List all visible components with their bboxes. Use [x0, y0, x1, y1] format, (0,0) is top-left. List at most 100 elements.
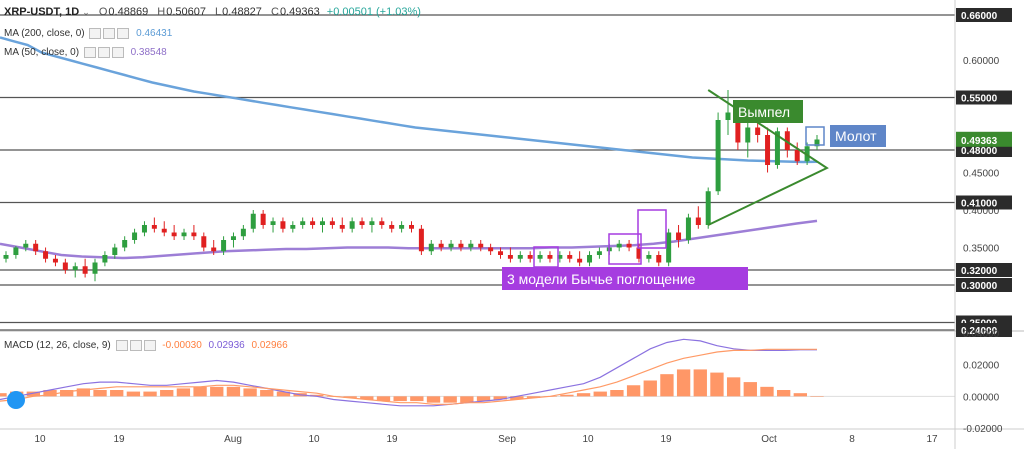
candle-body	[250, 213, 256, 229]
macd-histogram-bar	[126, 391, 141, 397]
close-icon[interactable]	[143, 340, 156, 351]
level-tag	[956, 195, 1012, 210]
candle-body	[409, 225, 414, 229]
change-value: +0.00501 (+1.03%)	[326, 6, 421, 18]
ma200-line	[0, 36, 818, 164]
ma50-legend[interactable]: MA (50, close, 0) 0.38548	[4, 47, 167, 58]
pennant-label-box	[733, 100, 803, 123]
eye-icon[interactable]	[115, 340, 128, 351]
candle-body	[468, 243, 474, 248]
macd-histogram-bar	[626, 385, 641, 397]
ma200-value: 0.46431	[136, 28, 173, 40]
candle-body	[784, 131, 790, 150]
hammer-label-box	[830, 125, 886, 147]
candle-body	[666, 232, 672, 263]
close-label: C	[270, 6, 279, 18]
candle-body	[43, 251, 49, 259]
candle-body	[498, 251, 504, 255]
candle-body	[319, 221, 325, 225]
ma50-line	[0, 219, 818, 260]
candle-body	[122, 240, 128, 248]
macd-histogram-bar	[43, 390, 57, 397]
candle-body	[52, 258, 58, 263]
time-tick-label: 10	[582, 434, 594, 445]
gear-icon[interactable]	[103, 28, 116, 39]
low-value: 0.48827	[222, 6, 262, 18]
eye-icon[interactable]	[89, 28, 102, 39]
last-price-label: 0.49363	[961, 136, 998, 147]
macd-line	[0, 338, 817, 407]
level-tag-label: 0.32000	[961, 266, 998, 277]
macd-histogram-bar	[460, 396, 474, 403]
eye-icon[interactable]	[83, 47, 96, 58]
macd-histogram-bar	[793, 393, 807, 397]
macd-histogram-bar	[743, 382, 757, 397]
macd-value: -0.00030	[162, 340, 202, 352]
gear-icon[interactable]	[97, 47, 110, 58]
close-icon[interactable]	[117, 28, 130, 39]
macd-tick-label: 0.00000	[963, 392, 1000, 403]
candle-body	[685, 217, 691, 240]
gear-icon[interactable]	[129, 340, 142, 351]
candle-body	[151, 225, 157, 229]
level-tag-label: 0.48000	[961, 146, 998, 157]
macd-signal-value: 0.02936	[208, 340, 245, 352]
last-price-tag	[956, 131, 1012, 147]
macd-histogram-bar	[410, 396, 424, 402]
symbol-label[interactable]: XRP-USDT, 1D	[4, 6, 80, 18]
ma200-legend[interactable]: MA (200, close, 0) 0.46431	[4, 28, 172, 39]
hammer-label: Молот	[835, 128, 877, 144]
candle-body	[221, 240, 227, 252]
candle-body	[112, 247, 118, 255]
macd-hist-value: 0.02966	[251, 340, 288, 352]
candle-body	[794, 150, 800, 162]
candle-body	[82, 266, 88, 274]
pennant-label: Вымпел	[738, 104, 790, 120]
macd-histogram-bar	[776, 390, 791, 397]
macd-histogram-bar	[360, 396, 374, 400]
high-value: 0.50607	[166, 6, 206, 18]
macd-histogram-bar	[660, 374, 674, 397]
level-tag	[956, 323, 1012, 337]
level-tag-label: 0.30000	[961, 281, 998, 292]
macd-histogram-bar	[210, 386, 224, 397]
macd-histogram-bar	[160, 390, 174, 397]
candle-body	[329, 221, 335, 225]
macd-histogram-bar	[343, 396, 357, 398]
price-tick-label: 0.60000	[963, 56, 1000, 67]
symbol-legend: XRP-USDT, 1D ⌄ O0.48869 H0.50607 L0.4882…	[4, 6, 421, 18]
engulfing-label-box	[502, 267, 748, 290]
macd-histogram-bar	[726, 377, 741, 397]
macd-histogram-bar	[310, 394, 324, 397]
candle-body	[765, 135, 771, 165]
candle-body	[458, 243, 464, 248]
macd-histogram-bar	[593, 391, 607, 397]
macd-legend[interactable]: MACD (12, 26, close, 9) -0.00030 0.02936…	[4, 340, 288, 351]
candle-body	[577, 258, 583, 263]
candle-body	[3, 255, 9, 259]
engulfing-box	[608, 233, 642, 265]
candle-body	[369, 221, 375, 225]
candle-body	[211, 247, 217, 252]
candle-body	[616, 243, 622, 248]
candle-body	[92, 262, 98, 274]
macd-histogram-bar	[60, 390, 74, 397]
close-icon[interactable]	[111, 47, 124, 58]
time-tick-label: 17	[926, 434, 938, 445]
candle-body	[290, 225, 296, 229]
macd-label: MACD (12, 26, close, 9)	[4, 340, 111, 352]
macd-histogram-bar	[643, 380, 657, 397]
tradingview-logo-icon	[7, 391, 25, 409]
candle-body	[438, 243, 444, 248]
candle-body	[201, 236, 207, 248]
candle-body	[527, 255, 533, 259]
candle-body	[399, 225, 405, 229]
candle-body	[695, 217, 701, 225]
level-tag	[956, 90, 1012, 105]
macd-histogram-bar	[676, 369, 691, 397]
time-tick-label: 10	[308, 434, 320, 445]
macd-histogram-bar	[0, 393, 7, 397]
candle-body	[300, 221, 306, 225]
chevron-down-icon[interactable]: ⌄	[82, 7, 90, 17]
candle-body	[755, 127, 761, 135]
